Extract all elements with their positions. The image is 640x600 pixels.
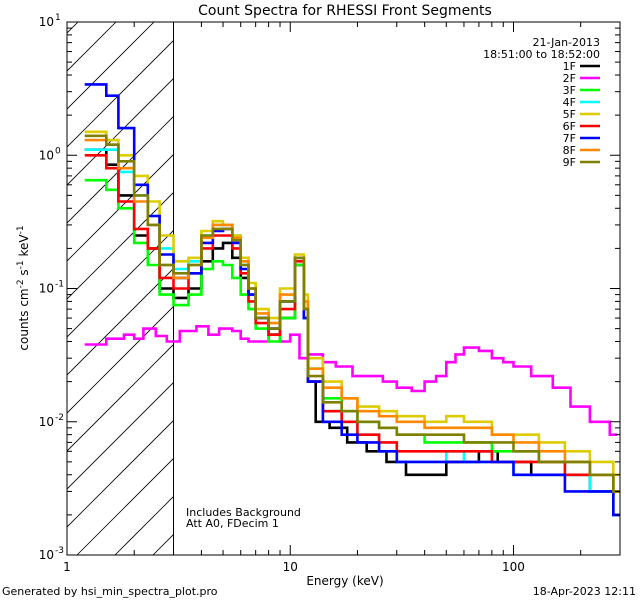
legend-label-9F: 9F <box>563 156 576 169</box>
legend-label-1F: 1F <box>563 60 576 73</box>
hatch-line <box>229 0 640 555</box>
hatch-line <box>0 0 67 555</box>
chart-title: Count Spectra for RHESSI Front Segments <box>198 3 492 19</box>
y-tick-exponent: 0 <box>55 146 61 156</box>
footer-date: 18-Apr-2023 12:11 <box>533 585 636 598</box>
x-axis-ticks: 1 10 100 <box>63 22 621 574</box>
legend-label-4F: 4F <box>563 96 576 109</box>
y-tick-exponent: -1 <box>55 280 64 290</box>
legend-time-range: 18:51:00 to 18:52:00 <box>483 48 600 61</box>
hatch-line <box>114 495 174 555</box>
legend-label-6F: 6F <box>563 120 576 133</box>
y-tick-label: 10 <box>39 548 54 562</box>
x-tick-label: 10 <box>283 560 298 574</box>
series-6F-line <box>84 154 620 493</box>
hatch-line <box>76 457 174 555</box>
x-tick-label: 1 <box>63 560 71 574</box>
hatch-line <box>67 191 174 300</box>
legend-date: 21-Jan-2013 <box>533 36 601 49</box>
y-tick-exponent: 1 <box>55 13 61 23</box>
x-tick-label: 100 <box>502 560 525 574</box>
y-tick-exponent: -3 <box>55 546 64 556</box>
hatch-line <box>67 22 155 110</box>
series-8F-line <box>84 138 620 493</box>
y-tick-label: 10 <box>39 415 54 429</box>
legend-label-7F: 7F <box>563 132 576 145</box>
hatch-line <box>67 229 174 338</box>
annotation-background: Includes Background <box>186 506 301 519</box>
series-2F-line <box>84 325 618 436</box>
hatch-line <box>67 115 174 224</box>
hatch-line <box>67 419 174 528</box>
y-tick-label: 10 <box>39 15 54 29</box>
legend-label-3F: 3F <box>563 84 576 97</box>
annotation-attenuator: Att A0, FDecim 1 <box>186 517 279 530</box>
y-axis-label: counts cm-2 s-1 keV-1 <box>16 225 31 350</box>
x-axis-label: Energy (keV) <box>306 574 383 588</box>
hatch-line <box>67 77 174 186</box>
footer-generated-by: Generated by hsi_min_spectra_plot.pro <box>2 585 218 598</box>
series-5F-line <box>84 130 620 477</box>
series-lines <box>84 83 620 517</box>
series-9F-line <box>84 134 620 493</box>
legend-label-2F: 2F <box>563 72 576 85</box>
hatch-line <box>67 267 174 376</box>
legend-label-5F: 5F <box>563 108 576 121</box>
y-tick-label: 10 <box>39 282 54 296</box>
y-tick-label: 10 <box>39 148 54 162</box>
hatch-line <box>67 39 174 148</box>
hatched-region <box>0 0 640 555</box>
legend-label-8F: 8F <box>563 144 576 157</box>
hatch-line <box>67 381 174 490</box>
y-tick-exponent: -2 <box>55 413 64 423</box>
series-1F-line <box>84 148 620 517</box>
series-4F-line <box>84 148 620 517</box>
hatch-line <box>67 343 174 452</box>
